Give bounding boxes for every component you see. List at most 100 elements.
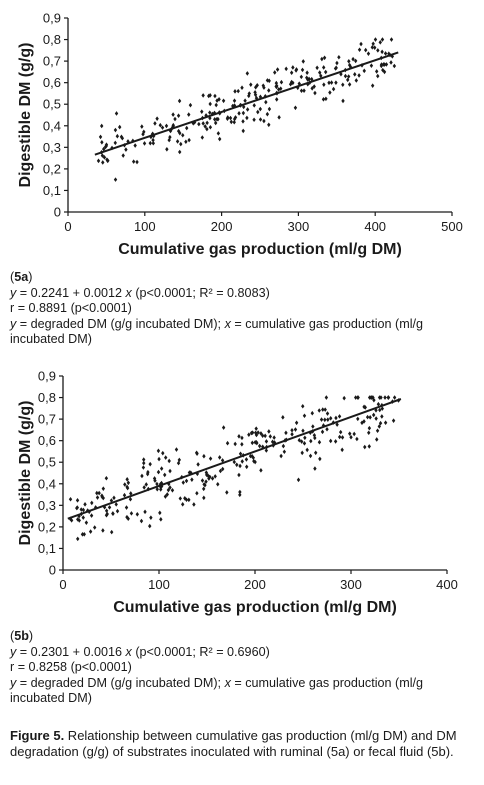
data-point: [104, 512, 109, 518]
data-point: [338, 429, 343, 435]
data-point: [380, 37, 385, 42]
data-point: [293, 427, 298, 432]
data-point: [264, 439, 269, 444]
data-point: [346, 74, 351, 79]
data-point: [200, 109, 204, 114]
data-point: [133, 143, 137, 148]
data-point: [88, 529, 93, 534]
data-point: [367, 444, 371, 449]
data-point: [255, 82, 259, 88]
data-point: [226, 115, 230, 120]
data-point: [373, 37, 378, 42]
data-point: [97, 490, 101, 496]
data-point: [101, 486, 106, 491]
data-point: [289, 70, 294, 75]
data-point: [373, 45, 377, 50]
data-point: [153, 121, 157, 126]
data-point: [200, 135, 205, 140]
data-point: [159, 517, 163, 522]
data-point: [201, 121, 205, 126]
data-point: [363, 405, 367, 410]
regression-equation-5b: y = 0.2301 + 0.0016 x (p<0.0001; R² = 0.…: [10, 644, 270, 659]
data-point: [202, 453, 206, 459]
data-point: [111, 511, 115, 516]
data-point: [337, 54, 341, 60]
data-point: [187, 137, 191, 143]
data-point: [274, 84, 278, 89]
y-tick-label: 0,2: [38, 519, 56, 534]
y-tick-label: 0,9: [38, 369, 56, 384]
data-point: [122, 492, 127, 498]
data-point: [279, 453, 283, 459]
data-point: [341, 82, 345, 88]
data-point: [205, 120, 209, 126]
data-point: [196, 462, 200, 467]
data-point: [243, 98, 247, 103]
data-point: [317, 408, 321, 413]
data-point: [235, 462, 239, 468]
data-point: [353, 72, 357, 77]
data-point: [240, 435, 244, 441]
data-point: [148, 523, 152, 529]
data-point: [384, 62, 389, 67]
data-point: [143, 509, 147, 515]
data-point: [313, 90, 317, 96]
data-point: [192, 502, 196, 507]
data-point: [380, 414, 384, 419]
x-tick-label: 0: [59, 577, 66, 592]
data-point: [383, 395, 387, 400]
data-point: [325, 411, 330, 416]
data-point: [183, 495, 187, 501]
data-point: [375, 437, 379, 442]
data-point: [352, 431, 356, 437]
data-point: [213, 93, 217, 99]
data-point: [275, 97, 279, 102]
data-point: [327, 80, 331, 86]
data-point: [340, 447, 344, 453]
data-point: [120, 135, 125, 141]
variable-definitions-5b: y = degraded DM (g/g incubated DM); x = …: [10, 675, 424, 706]
data-point: [98, 134, 103, 140]
data-point: [135, 159, 139, 165]
data-point: [215, 116, 219, 122]
data-point: [331, 86, 336, 92]
x-axis-title: Cumulative gas production (ml/g DM): [113, 599, 397, 616]
data-point: [163, 472, 167, 478]
data-point: [225, 440, 230, 446]
data-point: [113, 127, 118, 133]
data-point: [284, 430, 288, 436]
data-point: [93, 505, 98, 510]
data-point: [238, 451, 243, 457]
data-point: [328, 438, 333, 444]
data-point: [149, 515, 153, 520]
data-point: [210, 476, 215, 481]
data-point: [273, 70, 277, 75]
caption-5b: (5b) y = 0.2301 + 0.0016 x (p<0.0001; R²…: [10, 629, 476, 707]
data-point: [118, 124, 122, 130]
data-point: [334, 80, 338, 85]
data-point: [104, 508, 109, 514]
data-point: [363, 444, 367, 450]
data-point: [113, 140, 117, 146]
data-point: [310, 410, 314, 416]
data-point: [275, 67, 280, 72]
regression-equation-5a: y = 0.2241 + 0.0012 x (p<0.0001; R² = 0.…: [10, 285, 270, 300]
data-point: [206, 473, 210, 478]
data-point: [259, 468, 263, 473]
y-tick-label: 0,6: [43, 75, 61, 90]
data-point: [200, 478, 205, 483]
data-point: [305, 70, 309, 75]
data-point: [378, 40, 382, 45]
data-point: [106, 158, 110, 163]
data-point: [276, 87, 281, 92]
data-point: [195, 490, 199, 496]
data-point: [114, 111, 119, 116]
data-point: [366, 51, 371, 56]
data-point: [171, 112, 175, 117]
data-point: [208, 101, 212, 107]
data-point: [319, 73, 323, 79]
data-point: [205, 126, 209, 132]
data-point: [135, 511, 140, 517]
data-point: [161, 450, 165, 456]
data-point: [355, 436, 359, 442]
